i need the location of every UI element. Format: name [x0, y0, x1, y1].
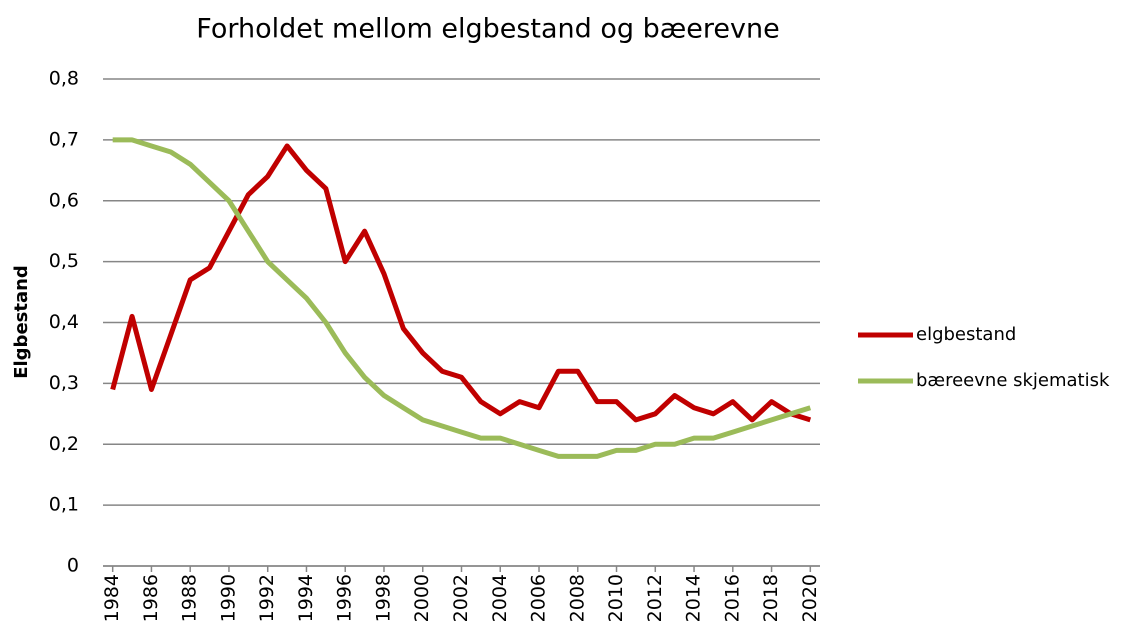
x-tick-label: 1992: [256, 574, 278, 622]
y-tick-label: 0,5: [49, 250, 79, 272]
y-axis-label: Elgbestand: [11, 265, 32, 379]
x-tick-label: 2006: [528, 574, 550, 622]
x-tick-label: 1986: [140, 574, 162, 622]
y-tick-label: 0,3: [49, 372, 79, 394]
x-tick-label: 2002: [450, 574, 472, 622]
legend-label: bæreevne skjematisk: [916, 370, 1110, 391]
series-line: [110, 143, 812, 423]
x-tick-label: 2000: [411, 574, 433, 622]
x-tick-label: 1996: [334, 574, 356, 622]
x-tick-label: 2020: [799, 574, 821, 622]
y-tick-label: 0: [67, 555, 79, 577]
x-tick-label: 2008: [566, 574, 588, 622]
legend-label: elgbestand: [916, 324, 1016, 345]
x-tick-label: 2010: [605, 574, 627, 622]
series-line: [112, 137, 812, 459]
x-tick-label: 1994: [295, 574, 317, 622]
x-tick-label: 1988: [179, 574, 201, 622]
x-tick-label: 2016: [721, 574, 743, 622]
y-tick-label: 0,8: [49, 68, 79, 90]
x-tick-label: 1984: [101, 574, 123, 622]
y-tick-label: 0,7: [49, 128, 79, 150]
x-tick-label: 1990: [217, 574, 239, 622]
y-tick-label: 0,1: [49, 494, 79, 516]
x-tick-label: 1998: [372, 574, 394, 622]
y-tick-label: 0,2: [49, 433, 79, 455]
chart-title: Forholdet mellom elgbestand og bæerevne: [196, 14, 779, 45]
x-tick-label: 2018: [760, 574, 782, 622]
y-tick-label: 0,4: [49, 311, 79, 333]
y-tick-label: 0,6: [49, 189, 79, 211]
x-tick-label: 2004: [489, 574, 511, 622]
x-tick-label: 2012: [644, 574, 666, 622]
x-tick-label: 2014: [683, 574, 705, 622]
